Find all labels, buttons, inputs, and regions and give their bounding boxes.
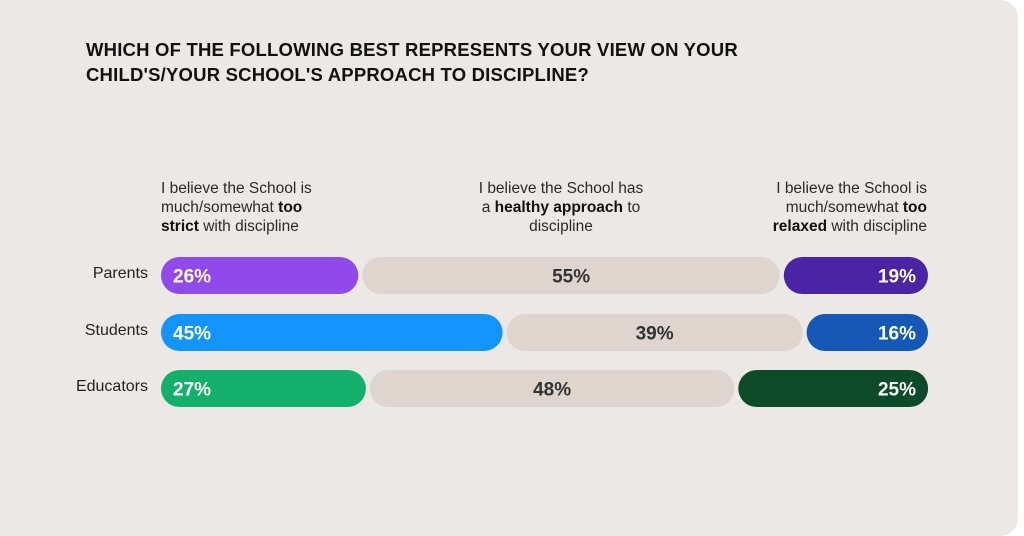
bar-students-healthy bbox=[506, 314, 803, 351]
header-too-relaxed-too: too bbox=[902, 199, 927, 216]
header-too-relaxed-relaxed: relaxed bbox=[772, 218, 828, 235]
row-label-parents: Parents bbox=[92, 265, 148, 282]
row-label-students: Students bbox=[84, 322, 148, 339]
bar-students-too-strict bbox=[161, 314, 503, 351]
title-line-1: WHICH OF THE FOLLOWING BEST REPRESENTS Y… bbox=[86, 39, 738, 60]
bar-educators-too-strict bbox=[161, 370, 366, 407]
header-too-strict: I believe the School is much/somewhat to… bbox=[161, 179, 391, 236]
header-healthy-bold: healthy approach bbox=[494, 199, 624, 216]
bar-educators-too-relaxed bbox=[738, 370, 929, 407]
chart-title: WHICH OF THE FOLLOWING BEST REPRESENTS Y… bbox=[86, 37, 846, 87]
header-healthy: I believe the School has a healthy appro… bbox=[430, 179, 692, 236]
header-too-strict-strict: strict bbox=[161, 218, 199, 235]
header-healthy-line3: discipline bbox=[529, 218, 593, 235]
bar-students-too-relaxed bbox=[806, 314, 928, 351]
header-too-relaxed-line3: with discipline bbox=[831, 218, 927, 235]
header-too-strict-line1: I believe the School is bbox=[161, 180, 312, 197]
bar-parents-healthy bbox=[362, 257, 780, 294]
row-label-educators: Educators bbox=[75, 378, 148, 395]
header-too-relaxed-line2: much/somewhat bbox=[785, 199, 899, 216]
data-label-parents-too-relaxed: 19% bbox=[878, 267, 916, 288]
data-label-students-too-relaxed: 16% bbox=[878, 324, 916, 345]
data-label-educators-too-relaxed: 25% bbox=[878, 380, 916, 401]
header-too-relaxed: I believe the School is much/somewhat to… bbox=[700, 179, 927, 236]
header-healthy-a: a bbox=[481, 199, 491, 216]
data-label-students-healthy: 39% bbox=[636, 324, 674, 345]
header-too-strict-line2: much/somewhat bbox=[161, 199, 274, 216]
data-label-parents-healthy: 55% bbox=[552, 267, 590, 288]
bar-educators-healthy bbox=[369, 370, 735, 407]
bar-parents-too-relaxed bbox=[783, 257, 928, 294]
title-line-2: CHILD'S/YOUR SCHOOL'S APPROACH TO DISCIP… bbox=[86, 64, 589, 85]
header-healthy-to: to bbox=[627, 199, 641, 216]
data-label-students-too-strict: 45% bbox=[173, 324, 211, 345]
data-label-parents-too-strict: 26% bbox=[173, 267, 211, 288]
data-label-educators-healthy: 48% bbox=[533, 380, 571, 401]
header-healthy-line1: I believe the School has bbox=[478, 180, 644, 197]
header-too-strict-line3: with discipline bbox=[203, 218, 299, 235]
bar-parents-too-strict bbox=[161, 257, 359, 294]
data-label-educators-too-strict: 27% bbox=[173, 380, 211, 401]
header-too-strict-too: too bbox=[278, 199, 303, 216]
header-too-relaxed-line1: I believe the School is bbox=[776, 180, 927, 197]
